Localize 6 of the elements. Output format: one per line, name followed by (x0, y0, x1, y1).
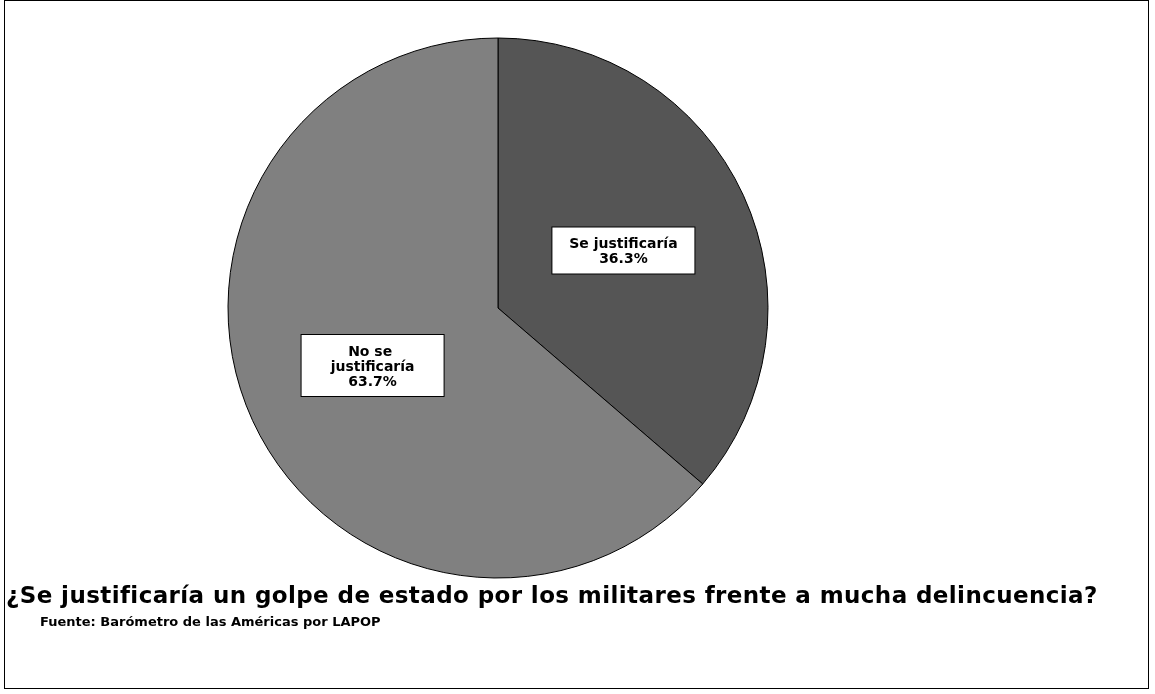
source-note: Fuente: Barómetro de las Américas por LAPOP (40, 614, 381, 629)
slice-label: Se justificaría (569, 234, 678, 251)
data-label: 36.3% (599, 249, 648, 266)
data-label: 63.7% (348, 372, 397, 389)
text: ¿Se justificaría un golpe de estado por los militares frente a mucha delincuencia? (6, 582, 1098, 608)
slice-label: No se justificaría (329, 342, 415, 374)
